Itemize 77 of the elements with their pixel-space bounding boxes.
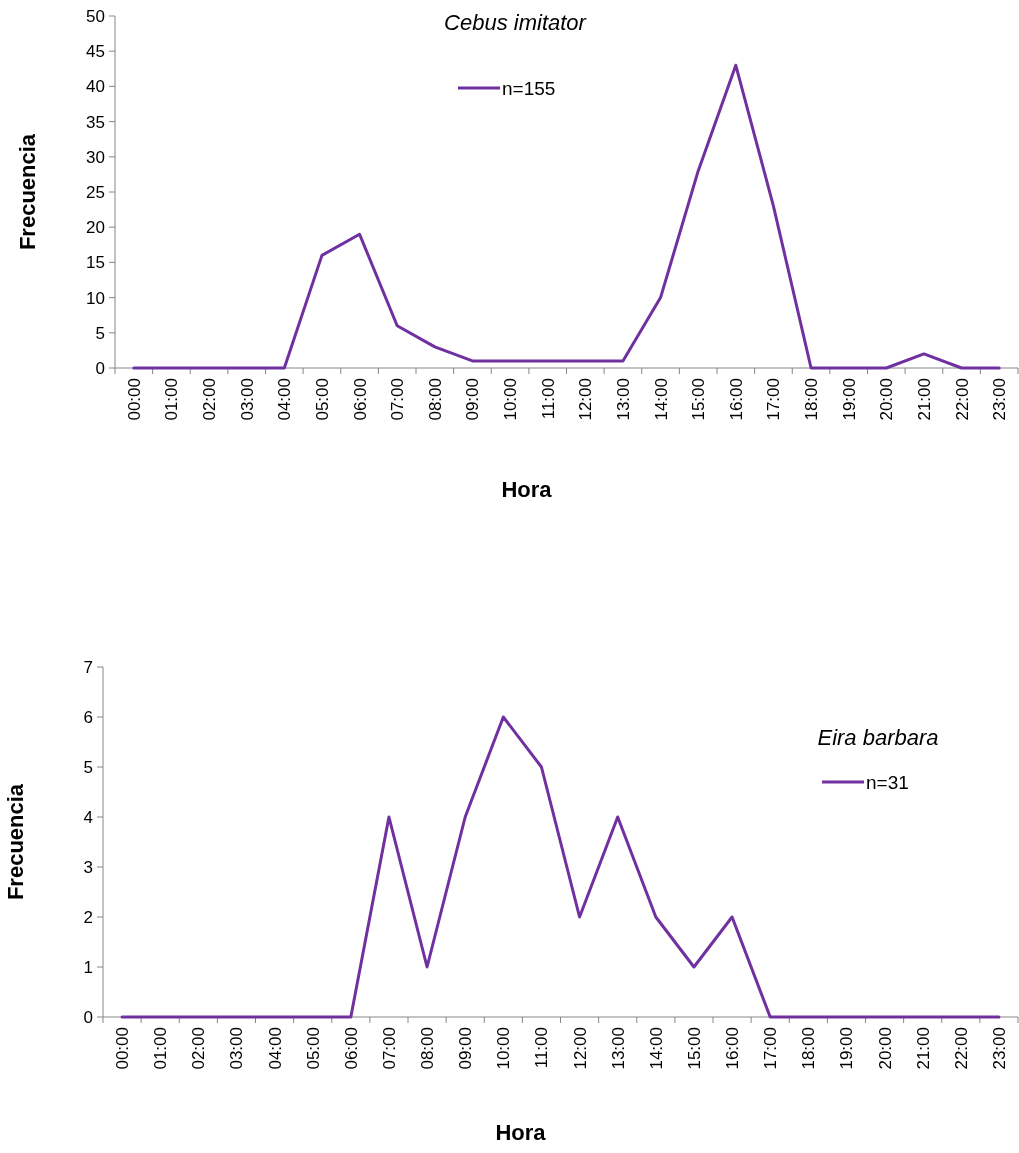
x-tick-label: 14:00: [646, 1027, 666, 1070]
legend-label: n=31: [866, 771, 909, 793]
y-tick-label: 6: [83, 707, 93, 727]
x-tick-label: 18:00: [802, 378, 822, 421]
x-tick-label: 10:00: [494, 1027, 514, 1070]
y-tick-label: 45: [86, 42, 105, 62]
x-tick-label: 23:00: [990, 378, 1010, 421]
x-axis-title: Hora: [495, 1120, 547, 1145]
x-tick-label: 21:00: [913, 1027, 933, 1070]
line-series: [132, 63, 1001, 370]
x-tick-label: 03:00: [237, 378, 257, 421]
x-tick-label: 06:00: [341, 1027, 361, 1070]
y-tick-label: 3: [83, 857, 93, 877]
x-tick-label: 02:00: [200, 378, 220, 421]
x-tick-label: 12:00: [576, 378, 596, 421]
y-tick-label: 0: [95, 358, 105, 378]
x-axis-title: Hora: [501, 477, 553, 502]
y-tick-label: 10: [86, 288, 105, 308]
x-tick-label: 16:00: [723, 1027, 743, 1070]
x-tick-label: 15:00: [689, 378, 709, 421]
x-tick-label: 11:00: [538, 378, 558, 420]
x-tick-label: 13:00: [608, 1027, 628, 1070]
x-tick-label: 04:00: [275, 378, 295, 421]
x-tick-label: 04:00: [265, 1027, 285, 1070]
x-tick-label: 08:00: [425, 378, 445, 421]
x-tick-label: 10:00: [501, 378, 521, 421]
x-tick-label: 19:00: [839, 378, 859, 421]
x-tick-label: 09:00: [456, 1027, 476, 1070]
x-tick-label: 20:00: [877, 378, 897, 421]
y-tick-label: 40: [86, 77, 105, 97]
x-tick-label: 01:00: [162, 378, 182, 421]
x-tick-label: 18:00: [799, 1027, 819, 1070]
x-tick-label: 02:00: [189, 1027, 209, 1070]
x-tick-label: 05:00: [303, 1027, 323, 1070]
x-tick-label: 11:00: [532, 1027, 552, 1069]
y-tick-label: 4: [83, 807, 93, 827]
x-tick-label: 05:00: [312, 378, 332, 421]
x-tick-label: 06:00: [350, 378, 370, 421]
x-tick-label: 14:00: [651, 378, 671, 421]
y-axis-title: Frecuencia: [3, 783, 28, 901]
chart-title: Cebus imitator: [444, 10, 588, 35]
y-tick-label: 2: [83, 907, 93, 927]
x-tick-label: 09:00: [463, 378, 483, 421]
x-tick-label: 07:00: [379, 1027, 399, 1070]
legend-label: n=155: [502, 77, 556, 99]
y-tick-label: 0: [83, 1007, 93, 1027]
x-tick-label: 00:00: [113, 1027, 133, 1070]
x-tick-label: 19:00: [837, 1027, 857, 1070]
line-series: [120, 715, 1001, 1019]
x-tick-label: 17:00: [764, 378, 784, 421]
y-tick-label: 15: [86, 253, 105, 273]
x-tick-label: 13:00: [613, 378, 633, 421]
y-tick-label: 1: [83, 957, 93, 977]
y-tick-label: 5: [83, 757, 93, 777]
x-tick-label: 15:00: [684, 1027, 704, 1070]
y-tick-label: 30: [86, 147, 105, 167]
x-tick-label: 03:00: [227, 1027, 247, 1070]
x-tick-label: 22:00: [951, 1027, 971, 1070]
x-tick-label: 17:00: [761, 1027, 781, 1070]
y-axis-title: Frecuencia: [15, 133, 40, 251]
text: Eira barbara: [817, 725, 939, 750]
x-tick-label: 20:00: [875, 1027, 895, 1070]
y-tick-label: 7: [83, 657, 93, 677]
x-tick-label: 21:00: [914, 378, 934, 421]
x-tick-label: 00:00: [124, 378, 144, 421]
x-tick-label: 08:00: [418, 1027, 438, 1070]
y-tick-label: 25: [86, 182, 105, 202]
y-tick-label: 20: [86, 218, 105, 238]
x-tick-label: 23:00: [989, 1027, 1009, 1070]
y-tick-label: 35: [86, 112, 105, 132]
x-tick-label: 12:00: [570, 1027, 590, 1070]
x-tick-label: 07:00: [388, 378, 408, 421]
y-tick-label: 50: [86, 6, 105, 26]
y-tick-label: 5: [95, 323, 105, 343]
x-tick-label: 16:00: [726, 378, 746, 421]
x-tick-label: 01:00: [151, 1027, 171, 1070]
x-tick-label: 22:00: [952, 378, 972, 421]
